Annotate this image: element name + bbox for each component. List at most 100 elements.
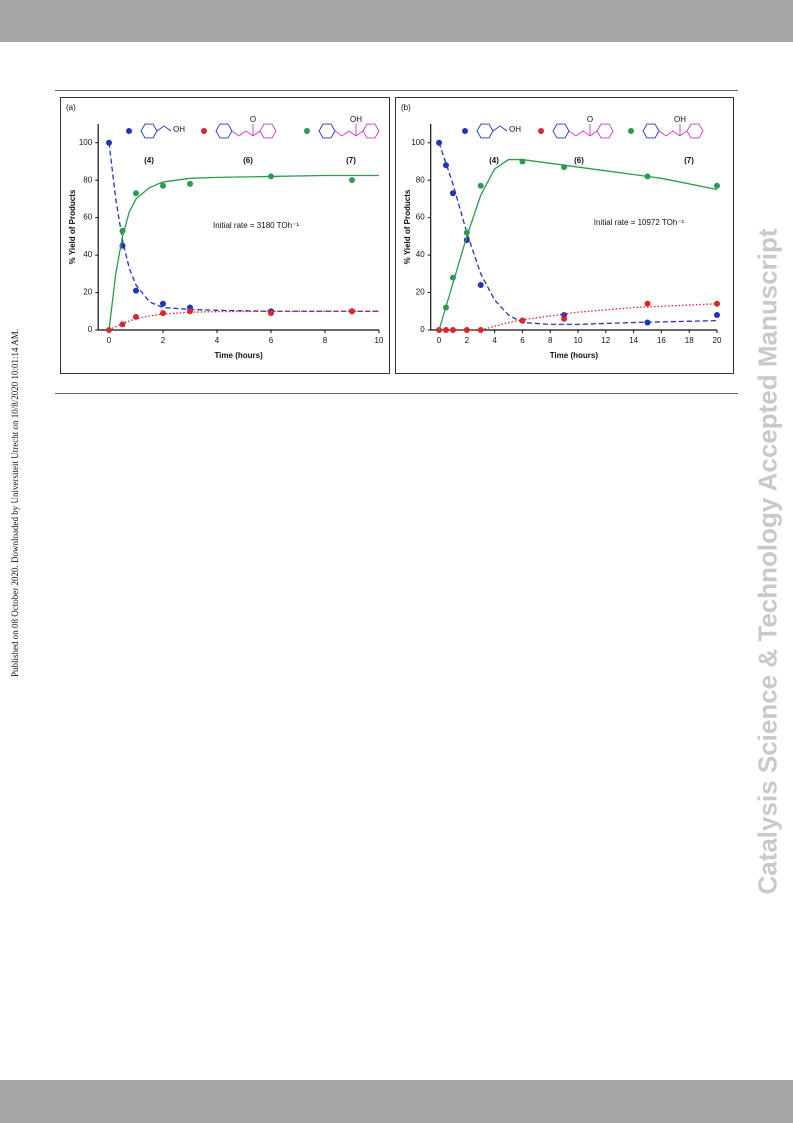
data-point (463, 229, 470, 236)
x-tick-label: 8 (323, 336, 328, 345)
y-tick-label: 100 (79, 138, 93, 147)
x-tick-label: 10 (574, 336, 583, 345)
x-tick-label: 18 (685, 336, 694, 345)
data-point (187, 308, 193, 315)
legend-marker (201, 128, 207, 134)
series-label: (6) (243, 156, 253, 165)
ring (686, 123, 704, 139)
legend-marker (126, 128, 132, 134)
x-tick-label: 2 (465, 336, 470, 345)
data-point (714, 312, 720, 319)
data-point (463, 327, 470, 333)
data-point (106, 139, 112, 146)
data-point (519, 158, 526, 165)
y-tick-label: 80 (416, 175, 425, 184)
data-point (644, 173, 651, 180)
structure: OH (318, 115, 380, 139)
y-tick-label: 100 (411, 138, 425, 147)
series-label: (6) (574, 156, 584, 165)
x-tick-label: 0 (107, 336, 112, 345)
chain (334, 130, 364, 137)
data-point (477, 182, 484, 189)
data-point (644, 319, 651, 326)
chain (492, 125, 508, 132)
structure-label: O (250, 115, 256, 124)
panel-label: (a) (66, 103, 76, 112)
watermark: Catalysis Science & Technology Accepted … (752, 228, 783, 895)
structure-label: O (587, 115, 593, 124)
data-point (133, 287, 139, 294)
data-point (644, 300, 651, 307)
data-point (268, 173, 274, 180)
data-point (119, 321, 126, 328)
panel-label: (b) (401, 103, 411, 112)
x-axis-label: Time (hours) (214, 351, 263, 360)
x-tick-label: 4 (215, 336, 220, 345)
x-tick-label: 20 (713, 336, 722, 345)
rule-bottom (55, 393, 738, 394)
structure: O (215, 115, 277, 139)
fit-curve (438, 158, 718, 331)
chain (156, 125, 172, 132)
data-point (561, 164, 568, 171)
data-point (133, 313, 139, 320)
y-tick-label: 60 (416, 213, 425, 222)
y-tick-label: 80 (83, 175, 92, 184)
series-label: (4) (489, 156, 499, 165)
ring (140, 123, 158, 139)
data-point (449, 327, 456, 333)
data-point (519, 317, 526, 324)
legend-marker (462, 128, 468, 134)
rule-top (55, 90, 738, 91)
x-tick-label: 16 (657, 336, 666, 345)
data-point (160, 310, 166, 317)
y-tick-label: 40 (83, 250, 92, 259)
x-tick-label: 12 (601, 336, 610, 345)
y-tick-label: 0 (420, 325, 425, 334)
structure-label: OH (674, 115, 686, 124)
structure-label: OH (509, 125, 521, 134)
data-point (187, 180, 193, 187)
panel-a: (a) 0 20 40 60 80 100 0 2 4 6 8 10 Time (hours) % Yiel… (60, 97, 390, 374)
data-point (349, 308, 355, 315)
series-label: (4) (144, 156, 154, 165)
x-tick-label: 6 (269, 336, 274, 345)
fit-curve (108, 174, 379, 331)
series-label: (7) (684, 156, 694, 165)
side-note: Published on 08 October 2020. Downloaded… (10, 329, 20, 677)
series-label: (7) (346, 156, 356, 165)
data-point (160, 182, 166, 189)
fit-curve (439, 303, 718, 331)
data-point (442, 162, 449, 169)
x-axis-label: Time (hours) (550, 351, 599, 360)
data-point (449, 274, 456, 281)
x-tick-label: 4 (492, 336, 497, 345)
ring (215, 123, 233, 139)
x-tick-label: 8 (548, 336, 553, 345)
y-tick-label: 20 (416, 288, 425, 297)
chain (658, 130, 688, 137)
structure: OH (642, 115, 704, 139)
y-tick-label: 60 (83, 213, 92, 222)
chain (231, 130, 261, 137)
data-point (436, 139, 443, 146)
ring (362, 123, 380, 139)
ring (596, 123, 614, 139)
data-point (561, 315, 568, 322)
y-tick-label: 20 (83, 288, 92, 297)
data-point (133, 190, 139, 197)
chart: (b) 0 20 40 60 80 100 0 2 4 6 8 10 12 14 16 18 20 Time (ho… (401, 103, 722, 360)
data-point (268, 310, 274, 317)
legend-marker (304, 128, 310, 134)
header-bar (0, 0, 793, 42)
structure-label: OH (173, 125, 185, 134)
y-axis-label: % Yield of Products (68, 189, 77, 264)
chart: (a) 0 20 40 60 80 100 0 2 4 6 8 10 Time (hours) % Yiel… (66, 103, 384, 360)
legend-marker (538, 128, 544, 134)
y-axis-label: % Yield of Products (403, 189, 412, 264)
legend-marker (628, 128, 634, 134)
data-point (442, 327, 449, 333)
x-tick-label: 0 (437, 336, 442, 345)
